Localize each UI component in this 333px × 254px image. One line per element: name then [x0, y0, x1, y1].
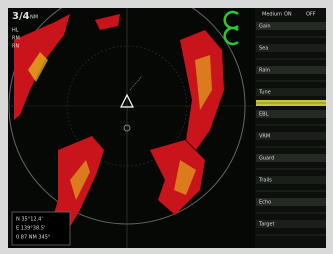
mode-label: HL [12, 28, 19, 34]
panel-header: ON [284, 12, 292, 18]
panel-row-label: Tune [258, 90, 271, 96]
panel-row-label: Trails [258, 178, 272, 184]
screenshot: 3/4 NM HL RM RN MediumON OFF Gain Sea Rain Tune E… [0, 0, 333, 254]
panel-row-label: Rain [259, 68, 270, 74]
position-line: E 139°38.5' [16, 226, 45, 232]
radar-screen: 3/4 NM HL RM RN MediumON OFF Gain Sea Rain Tune E… [0, 0, 333, 254]
panel-header: OFF [306, 12, 316, 18]
panel-row-label: Target [258, 222, 275, 228]
mode-label: RN [12, 44, 19, 50]
panel-row-label: VRM [259, 134, 270, 140]
panel-row-label: Sea [259, 46, 268, 52]
panel-row-label: EBL [259, 112, 269, 118]
position-line: N 35°12.4' [16, 217, 43, 223]
mode-label: RM [12, 36, 20, 42]
position-line: 0.87 NM 345° [16, 235, 51, 241]
panel-row-label: Echo [259, 200, 271, 206]
range: 3/4 [12, 11, 30, 22]
panel-header: Medium [262, 12, 282, 18]
range-unit: NM [30, 15, 38, 21]
panel-row-label: Gain [259, 24, 271, 30]
panel-row-label: Guard [259, 156, 274, 162]
